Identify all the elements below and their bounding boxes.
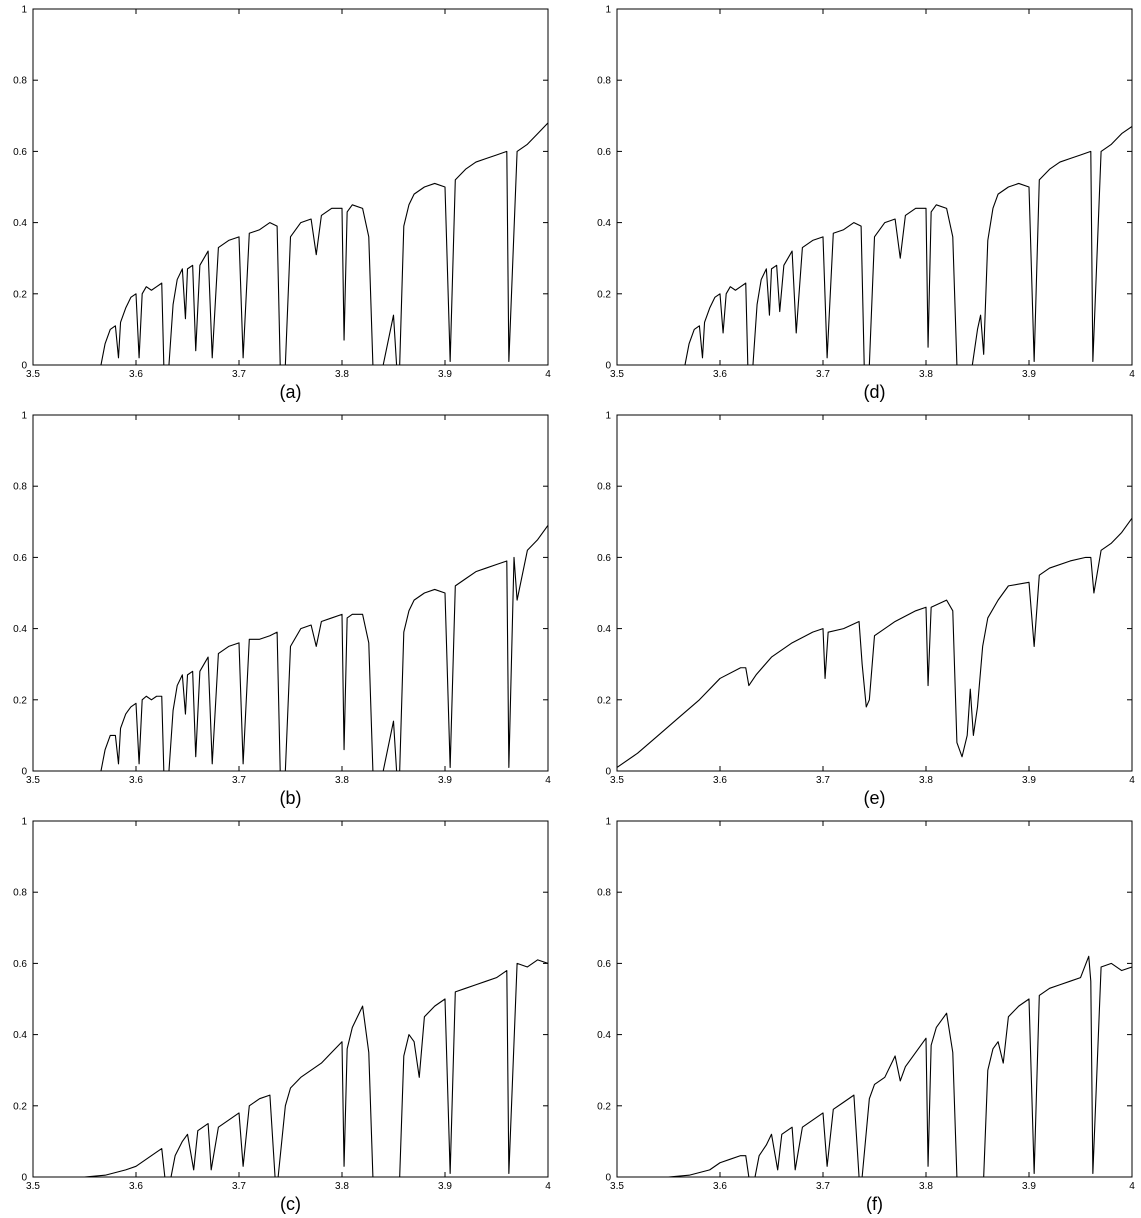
x-tick-label: 3.6 <box>713 369 727 380</box>
chart-panel: 3.5 3.6 3.7 3.8 3.9 4 0 0.2 0.4 0.6 0.8 1 (a) <box>13 5 551 403</box>
x-tick-label: 4 <box>545 775 551 786</box>
x-tick-label: 3.5 <box>26 1181 40 1192</box>
y-tick-label: 0.4 <box>597 218 611 229</box>
chart-panel: 3.5 3.6 3.7 3.8 3.9 4 0 0.2 0.4 0.6 0.8 1 (c) <box>13 817 551 1215</box>
x-tick-label: 4 <box>1129 775 1135 786</box>
x-tick-label: 3.8 <box>919 775 933 786</box>
y-tick-label: 0 <box>21 361 27 372</box>
chart-panel: 3.5 3.6 3.7 3.8 3.9 4 0 0.2 0.4 0.6 0.8 1 (f) <box>597 817 1135 1215</box>
y-tick-label: 0 <box>21 767 27 778</box>
x-tick-label: 3.6 <box>129 775 143 786</box>
plot-frame <box>616 820 1133 1178</box>
y-tick-label: 0.6 <box>13 959 27 970</box>
y-tick-label: 0.4 <box>13 624 27 635</box>
x-tick-label: 4 <box>1129 369 1135 380</box>
x-tick-label: 3.9 <box>1022 775 1036 786</box>
series-line <box>33 122 549 366</box>
plot-frame <box>32 414 549 772</box>
plot-frame <box>616 414 1133 772</box>
x-tick-label: 3.6 <box>129 1181 143 1192</box>
x-tick-label: 3.6 <box>713 775 727 786</box>
x-tick-label: 3.6 <box>713 1181 727 1192</box>
x-tick-label: 3.8 <box>335 1181 349 1192</box>
panel-label: (f) <box>866 1194 883 1214</box>
panel-label: (c) <box>280 1194 301 1214</box>
y-tick-label: 0.8 <box>597 76 611 87</box>
x-tick-label: 3.9 <box>1022 1181 1036 1192</box>
y-tick-label: 0.8 <box>597 888 611 899</box>
series-line <box>617 126 1133 366</box>
y-tick-label: 1 <box>605 817 611 828</box>
y-tick-label: 1 <box>605 5 611 16</box>
x-tick-label: 3.8 <box>919 369 933 380</box>
chart-panel: 3.5 3.6 3.7 3.8 3.9 4 0 0.2 0.4 0.6 0.8 1 (e) <box>597 411 1135 809</box>
plot-frame <box>32 820 549 1178</box>
y-tick-label: 0 <box>605 767 611 778</box>
chart-panel: 3.5 3.6 3.7 3.8 3.9 4 0 0.2 0.4 0.6 0.8 1 (b) <box>13 411 551 809</box>
y-tick-label: 0.2 <box>597 695 611 706</box>
x-tick-label: 3.5 <box>610 369 624 380</box>
y-tick-label: 0.4 <box>597 1030 611 1041</box>
x-tick-label: 3.5 <box>610 1181 624 1192</box>
x-tick-label: 4 <box>545 369 551 380</box>
y-tick-label: 0.4 <box>13 218 27 229</box>
series-line <box>33 959 549 1178</box>
y-tick-label: 0.8 <box>13 76 27 87</box>
x-tick-label: 3.6 <box>129 369 143 380</box>
x-tick-label: 4 <box>545 1181 551 1192</box>
plot-frame <box>616 8 1133 366</box>
x-tick-label: 3.8 <box>335 369 349 380</box>
y-tick-label: 0.2 <box>13 695 27 706</box>
x-tick-label: 3.7 <box>232 1181 246 1192</box>
y-tick-label: 0.2 <box>13 289 27 300</box>
y-tick-label: 0.2 <box>597 1101 611 1112</box>
y-tick-label: 0.8 <box>597 482 611 493</box>
series-line <box>33 525 549 772</box>
x-tick-label: 3.7 <box>232 369 246 380</box>
x-tick-label: 3.5 <box>610 775 624 786</box>
y-tick-label: 0.4 <box>597 624 611 635</box>
y-tick-label: 0.6 <box>597 147 611 158</box>
y-tick-label: 1 <box>21 5 27 16</box>
x-tick-label: 3.5 <box>26 369 40 380</box>
x-tick-label: 3.8 <box>919 1181 933 1192</box>
panel-label: (e) <box>864 788 886 808</box>
x-tick-label: 3.9 <box>438 1181 452 1192</box>
x-tick-label: 3.9 <box>1022 369 1036 380</box>
y-tick-label: 0.8 <box>13 888 27 899</box>
y-tick-label: 0.6 <box>13 553 27 564</box>
y-tick-label: 0.6 <box>597 553 611 564</box>
x-tick-label: 3.8 <box>335 775 349 786</box>
y-tick-label: 0 <box>605 361 611 372</box>
panel-label: (a) <box>280 382 302 402</box>
x-tick-label: 3.9 <box>438 369 452 380</box>
y-tick-label: 1 <box>21 817 27 828</box>
y-tick-label: 0.6 <box>13 147 27 158</box>
x-tick-label: 3.9 <box>438 775 452 786</box>
y-tick-label: 0.2 <box>13 1101 27 1112</box>
panel-label: (d) <box>864 382 886 402</box>
y-tick-label: 0 <box>21 1173 27 1184</box>
x-tick-label: 3.7 <box>816 369 830 380</box>
x-tick-label: 3.7 <box>232 775 246 786</box>
y-tick-label: 0.2 <box>597 289 611 300</box>
y-tick-label: 1 <box>21 411 27 422</box>
y-tick-label: 0 <box>605 1173 611 1184</box>
series-line <box>617 955 1133 1178</box>
y-tick-label: 0.4 <box>13 1030 27 1041</box>
y-tick-label: 0.8 <box>13 482 27 493</box>
panel-label: (b) <box>280 788 302 808</box>
x-tick-label: 3.5 <box>26 775 40 786</box>
plot-frame <box>32 8 549 366</box>
y-tick-label: 1 <box>605 411 611 422</box>
x-tick-label: 3.7 <box>816 775 830 786</box>
x-tick-label: 4 <box>1129 1181 1135 1192</box>
series-line <box>616 517 1133 768</box>
y-tick-label: 0.6 <box>597 959 611 970</box>
x-tick-label: 3.7 <box>816 1181 830 1192</box>
chart-panel: 3.5 3.6 3.7 3.8 3.9 4 0 0.2 0.4 0.6 0.8 1 (d) <box>597 5 1135 403</box>
